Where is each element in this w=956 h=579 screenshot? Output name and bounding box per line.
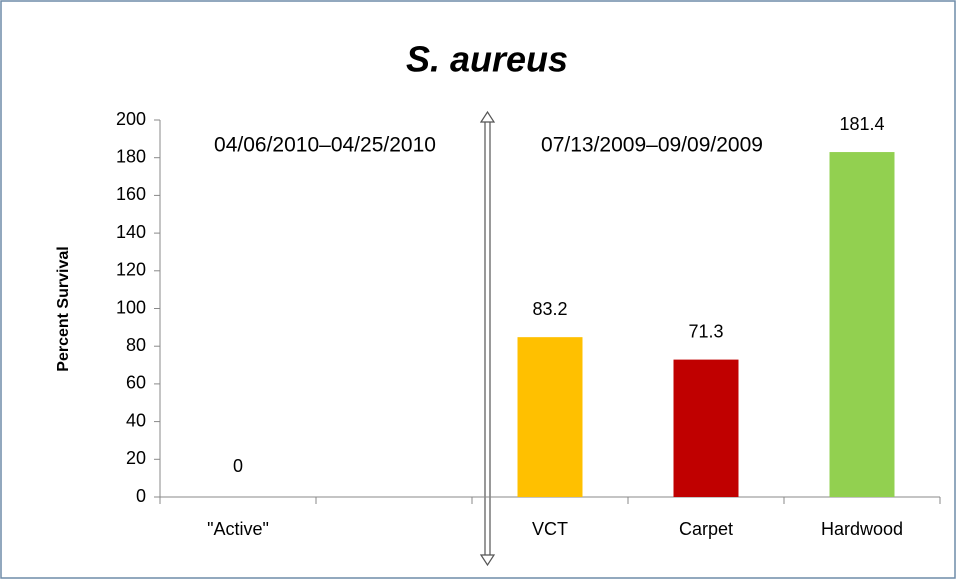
x-tick-label: "Active" xyxy=(207,519,269,539)
y-tick-label: 60 xyxy=(126,373,146,393)
y-tick-label: 80 xyxy=(126,335,146,355)
y-tick-label: 160 xyxy=(116,184,146,204)
y-tick-label: 180 xyxy=(116,146,146,166)
data-label: 71.3 xyxy=(688,321,723,341)
y-tick-label: 200 xyxy=(116,109,146,129)
y-tick-label: 140 xyxy=(116,222,146,242)
y-axis-label: Percent Survival xyxy=(55,246,72,371)
annotation: 07/13/2009–09/09/2009 xyxy=(541,134,763,157)
y-tick-label: 40 xyxy=(126,410,146,430)
x-tick-label: Hardwood xyxy=(821,519,903,539)
data-label: 0 xyxy=(233,456,243,476)
annotation: 04/06/2010–04/25/2010 xyxy=(214,134,436,157)
x-tick-label: VCT xyxy=(532,519,568,539)
y-tick-label: 120 xyxy=(116,260,146,280)
data-label: 181.4 xyxy=(839,114,884,134)
divider xyxy=(479,110,496,567)
y-tick-label: 100 xyxy=(116,297,146,317)
data-label: 83.2 xyxy=(532,299,567,319)
x-tick-label: Carpet xyxy=(679,519,733,539)
y-tick-label: 0 xyxy=(136,486,146,506)
bar xyxy=(829,152,895,497)
bar xyxy=(673,359,739,497)
bar xyxy=(517,337,583,497)
chart-title: S. aureus xyxy=(406,39,568,80)
y-tick-label: 20 xyxy=(126,448,146,468)
